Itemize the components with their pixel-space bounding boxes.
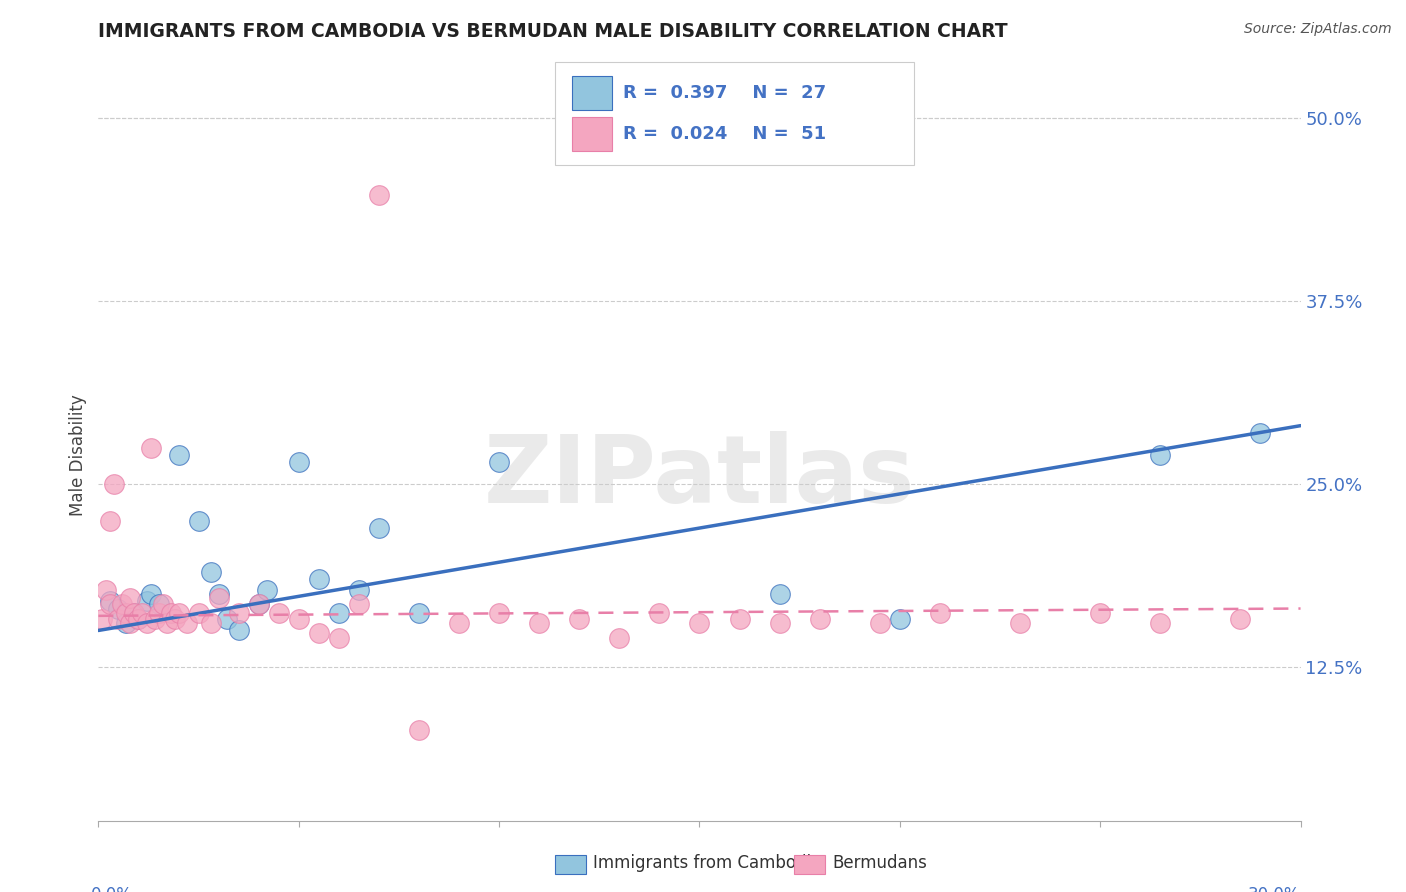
Text: Bermudans: Bermudans [832,855,927,872]
Text: IMMIGRANTS FROM CAMBODIA VS BERMUDAN MALE DISABILITY CORRELATION CHART: IMMIGRANTS FROM CAMBODIA VS BERMUDAN MAL… [98,22,1008,41]
Text: 30.0%: 30.0% [1249,887,1301,892]
Point [808,612,831,626]
Point [111,597,134,611]
Point [128,612,150,626]
Text: 0.0%: 0.0% [90,887,132,892]
Point [135,594,157,608]
Point [100,597,122,611]
Point [1250,425,1272,440]
Point [308,572,330,586]
Point [148,606,170,620]
Point [124,606,146,620]
Point [609,631,631,645]
Point [688,616,710,631]
Point [447,616,470,631]
Point [408,723,430,737]
Point [488,455,510,469]
Point [889,612,911,626]
Point [103,477,125,491]
Point [368,521,391,535]
Point [159,606,181,620]
Point [124,606,146,620]
Point [187,514,209,528]
Point [408,606,430,620]
Point [288,612,311,626]
Point [143,612,166,626]
Point [167,606,190,620]
Point [529,616,551,631]
Point [308,626,330,640]
Point [228,606,250,620]
Point [91,612,114,626]
Point [1229,612,1251,626]
Point [488,606,510,620]
Point [200,565,222,579]
Text: R =  0.024    N =  51: R = 0.024 N = 51 [623,125,825,143]
Point [247,597,270,611]
Point [228,624,250,638]
Point [288,455,311,469]
Point [347,597,370,611]
Point [128,612,150,626]
Point [768,587,790,601]
Point [163,612,186,626]
Point [1149,448,1171,462]
Point [328,606,350,620]
Point [187,606,209,620]
Point [208,591,231,606]
Point [247,597,270,611]
Point [148,597,170,611]
Point [1149,616,1171,631]
Point [648,606,671,620]
Point [215,612,238,626]
Point [120,616,142,631]
Point [135,616,157,631]
Point [115,616,138,631]
Point [1010,616,1032,631]
Point [208,587,231,601]
Point [368,187,391,202]
Point [120,591,142,606]
Point [328,631,350,645]
Point [1088,606,1111,620]
Point [155,616,177,631]
Point [139,441,162,455]
Point [139,587,162,601]
Y-axis label: Male Disability: Male Disability [69,394,87,516]
Text: ZIPatlas: ZIPatlas [484,431,915,523]
Point [131,606,153,620]
Point [107,601,129,615]
Text: Source: ZipAtlas.com: Source: ZipAtlas.com [1244,22,1392,37]
Point [929,606,952,620]
Point [176,616,198,631]
Point [100,514,122,528]
Point [152,597,174,611]
Text: Immigrants from Cambodia: Immigrants from Cambodia [593,855,821,872]
Point [115,606,138,620]
Point [728,612,751,626]
Point [256,582,278,597]
Point [347,582,370,597]
Text: R =  0.397    N =  27: R = 0.397 N = 27 [623,84,825,102]
Point [267,606,290,620]
Point [100,594,122,608]
Point [768,616,790,631]
Point [869,616,891,631]
Point [200,616,222,631]
Point [167,448,190,462]
Point [107,612,129,626]
Point [568,612,591,626]
Point [96,582,118,597]
